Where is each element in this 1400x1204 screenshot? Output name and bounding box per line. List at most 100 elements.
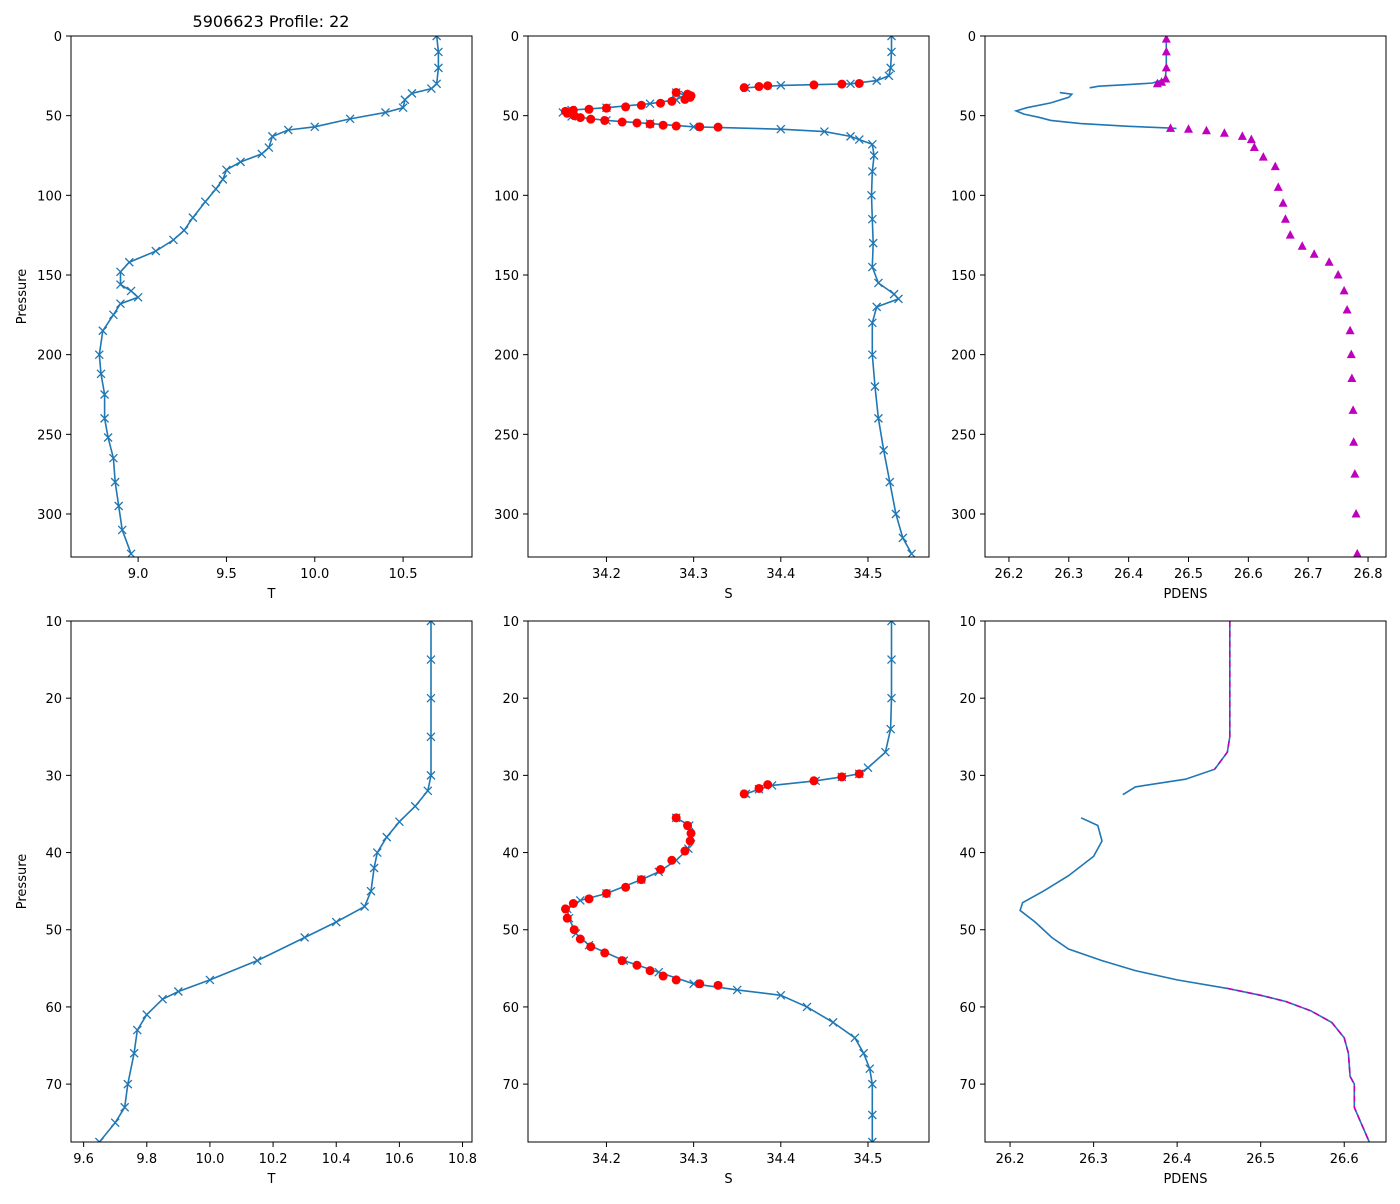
x-marker (110, 477, 120, 487)
y-tick-label: 60 (502, 1001, 519, 1016)
x-marker (880, 747, 890, 757)
x-tick-label: 34.3 (679, 1152, 708, 1167)
x-marker (887, 621, 896, 626)
subplot-top-T: 9.0 9.5 10.0 10.5 0 50 100 150 200 250 300 T Pressur… (15, 30, 473, 602)
x-marker (252, 956, 262, 966)
flag-point (617, 956, 627, 966)
flag-point (695, 979, 705, 989)
flag-point (695, 122, 705, 132)
x-marker (103, 433, 113, 442)
y-tick-label: 40 (502, 847, 519, 862)
y-tick-label: 50 (502, 110, 519, 125)
x-marker (887, 655, 896, 665)
x-marker (126, 286, 136, 296)
x-tick-label: 10.5 (389, 567, 418, 582)
x-marker (205, 975, 215, 985)
x-marker (872, 76, 882, 86)
flag-point (632, 118, 642, 128)
x-marker (886, 724, 896, 734)
x-marker (426, 732, 436, 742)
plot-area (71, 621, 472, 1142)
x-marker (124, 257, 134, 267)
x-marker (142, 1010, 152, 1020)
x-axis-label: PDENS (1163, 1172, 1207, 1187)
plot-data (560, 621, 896, 1142)
x-tick-label: 26.3 (1079, 1152, 1108, 1167)
flag-point (636, 875, 646, 885)
triangle-marker (1324, 257, 1334, 266)
x-marker (310, 122, 320, 132)
y-tick-label: 60 (45, 1001, 62, 1016)
x-marker (126, 549, 136, 557)
series-line-t (98, 36, 440, 555)
triangle-marker (1161, 36, 1171, 43)
x-marker (116, 299, 125, 309)
x-marker (168, 235, 178, 245)
flag-point (636, 100, 646, 110)
y-tick-label: 50 (45, 924, 62, 939)
series-line-s (745, 36, 893, 89)
x-marker (372, 848, 382, 858)
y-tick-label: 10 (45, 615, 62, 630)
axes-frame (70, 620, 473, 1143)
x-marker (236, 157, 246, 167)
y-tick-label: 50 (45, 110, 62, 125)
x-marker (98, 326, 108, 336)
triangle-marker (1258, 152, 1268, 161)
flag-point (686, 828, 696, 838)
flag-point (739, 789, 749, 799)
x-tick-label: 26.4 (1114, 567, 1143, 582)
y-tick-label: 20 (959, 692, 976, 707)
x-marker (100, 413, 110, 423)
subplot-top-PDENS: 26.2 26.3 26.4 26.5 26.6 26.7 26.8 0 50 100 150 200… (951, 30, 1387, 602)
y-tick-label: 300 (494, 508, 519, 523)
triangle-marker (1348, 405, 1358, 414)
x-marker (129, 1048, 139, 1058)
x-marker (264, 143, 274, 152)
flag-point (645, 119, 655, 129)
x-marker (854, 135, 864, 145)
flag-point (656, 865, 666, 875)
subplot-bottom-T: 9.6 9.8 10.0 10.2 10.4 10.6 10.8 10 20 30 40 50 60 70… (15, 615, 477, 1187)
y-tick-label: 70 (502, 1078, 519, 1093)
x-marker (345, 114, 355, 124)
x-marker (132, 1025, 142, 1035)
flag-point (713, 980, 723, 990)
x-tick-label: 34.2 (592, 567, 621, 582)
x-tick-label: 10.6 (385, 1152, 414, 1167)
y-tick-label: 250 (37, 428, 62, 443)
flag-point (601, 103, 611, 113)
flag-point (809, 80, 819, 90)
triangle-marker (1278, 198, 1288, 207)
x-marker (898, 533, 908, 543)
flag-point (809, 776, 819, 786)
x-tick-label: 26.4 (1163, 1152, 1192, 1167)
y-tick-label: 30 (502, 769, 519, 784)
triangle-marker (1237, 131, 1247, 140)
flag-point (632, 960, 642, 970)
y-tick-label: 10 (959, 615, 976, 630)
x-tick-label: 9.6 (73, 1152, 94, 1167)
flag-point (575, 934, 585, 944)
triangle-marker (1352, 548, 1362, 557)
flag-point (671, 88, 681, 98)
subplot-bottom-S: 34.2 34.3 34.4 34.5 10 20 30 40 50 60 70 S (502, 615, 930, 1187)
x-marker (887, 36, 896, 41)
y-tick-label: 100 (951, 189, 976, 204)
flag-point (671, 813, 681, 823)
x-marker (802, 1002, 812, 1012)
flag-point (685, 836, 695, 846)
x-marker (887, 47, 896, 57)
x-axis-label: S (724, 1172, 732, 1187)
x-tick-label: 9.5 (216, 567, 237, 582)
flag-point (671, 975, 681, 985)
x-marker (859, 1048, 869, 1058)
x-tick-label: 26.6 (1234, 567, 1263, 582)
x-tick-label: 9.8 (136, 1152, 157, 1167)
x-marker (776, 80, 786, 90)
x-marker (867, 139, 877, 149)
subplot-bottom-PDENS: 26.2 26.3 26.4 26.5 26.6 10 20 30 40 50 60 70 PDENS (959, 615, 1387, 1187)
x-marker (108, 310, 118, 320)
x-marker (221, 165, 231, 175)
x-marker (382, 832, 392, 842)
